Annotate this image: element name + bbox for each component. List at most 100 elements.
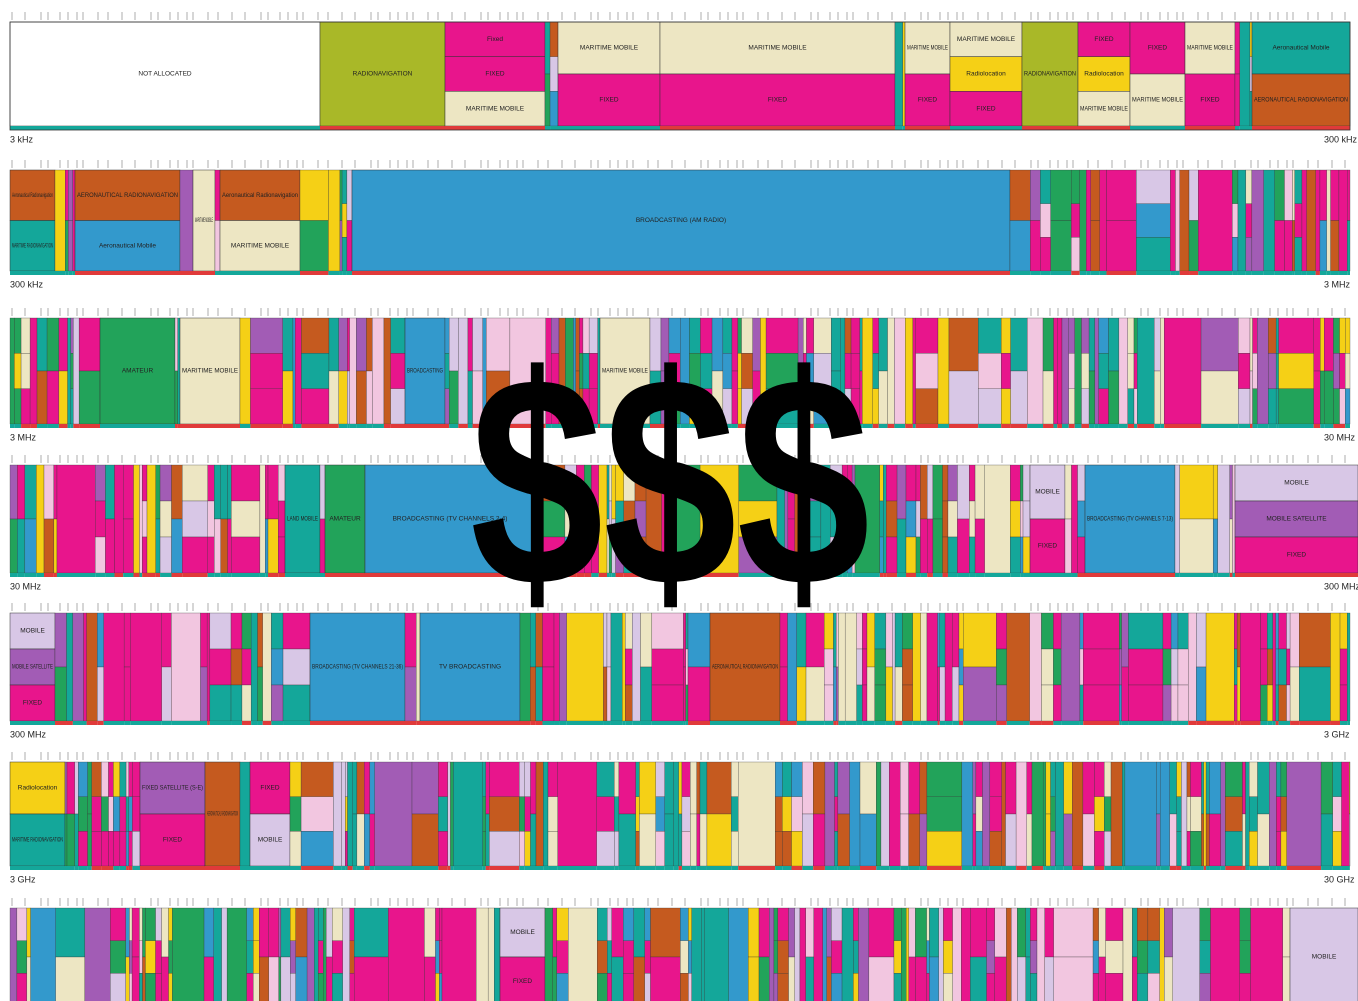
allocation-block [219,169,301,221]
allocation-label: Radiolocation [1084,71,1124,78]
band-strip [856,721,863,725]
filler-segment [1053,956,1094,1001]
row-end-label: 300 MHz [1324,581,1358,591]
filler-segment [915,464,921,502]
band-strip [622,721,626,725]
filler-segment [1292,220,1295,272]
band-strip [1326,271,1331,275]
filler-segment [699,464,739,574]
filler-segment [549,21,559,57]
filler-segment [262,612,272,722]
filler-segment [939,612,946,668]
filler-segment [66,612,74,722]
band-strip [1089,424,1095,428]
filler-segment [900,761,909,815]
filler-segment [1001,353,1011,389]
filler-segment [1128,648,1164,686]
filler-segment [1232,203,1239,238]
band-strip [660,126,895,130]
filler-segment [1170,648,1179,686]
filler-segment [250,612,258,722]
filler-segment [482,796,486,832]
filler-segment [1094,317,1099,425]
band-strip [257,721,263,725]
filler-segment [690,813,697,867]
band-strip [836,721,839,725]
allocation-block [1184,73,1236,127]
allocation-block [139,761,206,815]
allocation-label: BROADCASTING (TV CHANNELS 2-4) [393,516,508,523]
band-strip [1196,721,1207,725]
filler-segment [300,761,334,797]
band-strip [557,866,597,870]
filler-segment [1137,940,1149,974]
filler-segment [1320,813,1333,867]
filler-segment [833,666,837,722]
filler-segment [1147,907,1160,941]
band-strip [1278,424,1314,428]
band-strip [21,424,31,428]
filler-segment [1104,796,1112,832]
filler-segment [1001,388,1011,425]
allocation-block [1234,500,1358,538]
filler-segment [607,907,612,941]
filler-segment [853,907,859,941]
band-strip [220,573,228,577]
band-strip [837,866,850,870]
band-strip [942,573,948,577]
filler-segment [926,761,963,797]
band-strip [1237,721,1241,725]
filler-segment [1205,761,1210,815]
filler-segment [1164,956,1173,1001]
filler-segment [282,612,311,650]
filler-segment [1176,796,1182,832]
filler-segment [690,761,697,815]
filler-segment [54,612,67,668]
filler-segment [880,761,890,867]
filler-segment [159,536,172,574]
filler-segment [948,370,979,425]
allocation-label: FIXED [1038,543,1057,550]
filler-segment [952,666,960,722]
filler-segment [66,761,75,815]
allocation-block [1234,536,1358,574]
filler-segment [128,761,133,797]
band-strip [1201,866,1204,870]
filler-segment [1320,317,1325,372]
band-strip [47,424,59,428]
band-strip [1010,271,1031,275]
band-strip [292,424,296,428]
filler-segment [566,612,604,722]
filler-segment [155,940,162,974]
band-strip [349,424,357,428]
filler-segment [876,761,882,867]
filler-segment [544,21,551,75]
filler-segment [886,536,898,574]
filler-segment [1041,684,1054,722]
filler-segment [929,956,939,1001]
filler-segment [984,464,1011,574]
filler-segment [494,907,501,1001]
filler-segment [543,761,549,867]
band-strip [1185,126,1235,130]
band-strip [1094,424,1099,428]
filler-segment [444,353,450,389]
filler-segment [411,813,439,867]
allocation-blocks [9,12,1358,1001]
band-strip [859,424,863,428]
allocation-block [74,169,181,221]
filler-segment [246,907,254,941]
band-strip [597,424,600,428]
allocation-label: FIXED [599,97,618,104]
filler-segment [1088,370,1096,425]
allocation-label: MOBILE [258,837,283,844]
filler-segment [886,500,898,538]
filler-segment [1040,169,1051,204]
filler-segment [1242,761,1246,815]
band-strip [1245,271,1252,275]
filler-segment [1136,203,1171,238]
band-strip [1001,424,1011,428]
filler-segment [14,317,22,354]
filler-segment [1147,973,1160,1001]
filler-segment [9,317,15,425]
